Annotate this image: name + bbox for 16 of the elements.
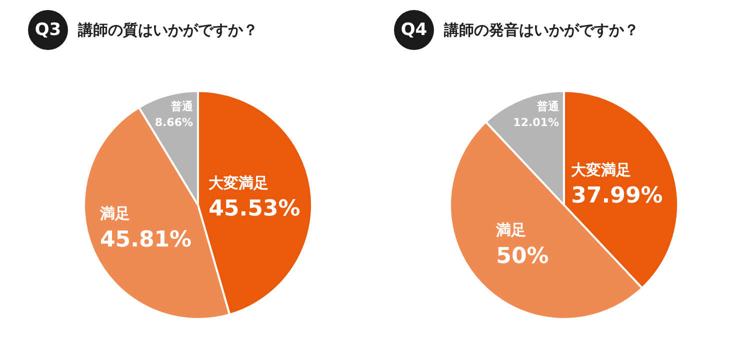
text: Q4 (394, 10, 434, 50)
data-label: 8.66% (154, 116, 193, 129)
chart-title: 講師の発音はいかがですか？ (444, 20, 639, 40)
text: Q3 (28, 10, 68, 50)
data-label: 12.01% (513, 116, 559, 129)
data-label: 45.53% (208, 196, 300, 222)
data-label: 37.99% (571, 184, 663, 209)
data-label: 45.81% (100, 228, 192, 253)
slice-label: 満足 (495, 220, 526, 239)
slice-label: 普通 (536, 100, 560, 113)
slice-label: 満足 (98, 204, 130, 223)
slice-label: 大変満足 (571, 160, 632, 179)
data-label: 50% (496, 244, 549, 269)
slice-label: 普通 (170, 100, 194, 113)
chart-title: 講師の質はいかがですか？ (78, 20, 258, 40)
slice-label: 大変満足 (208, 174, 269, 192)
